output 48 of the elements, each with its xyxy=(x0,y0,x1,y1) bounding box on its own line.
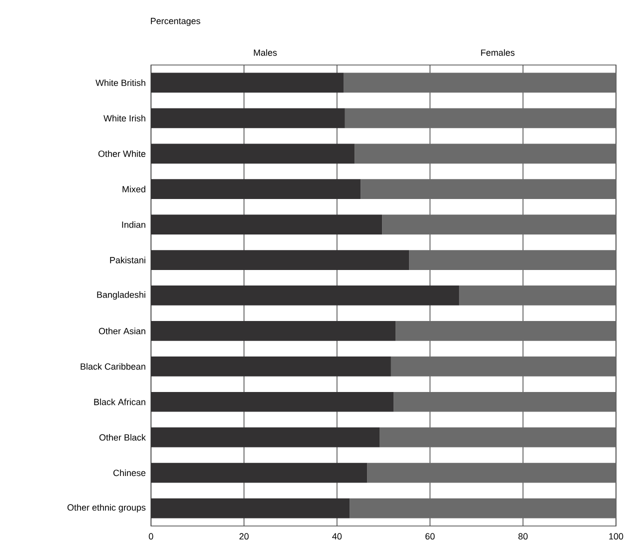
bar xyxy=(151,250,410,270)
y-tick-label: Indian xyxy=(122,221,146,228)
bar xyxy=(151,427,380,448)
bar xyxy=(151,498,350,518)
bar xyxy=(151,179,361,200)
bar xyxy=(151,72,344,93)
bar xyxy=(151,214,382,234)
bar xyxy=(396,321,616,341)
y-tick-label: Other ethnic groups xyxy=(68,504,146,512)
bar xyxy=(151,462,368,483)
x-tick-label: 20 xyxy=(239,533,249,540)
y-tick-label: Other Black xyxy=(99,434,146,441)
bar xyxy=(382,214,616,234)
series-label: Females xyxy=(481,49,515,56)
bar xyxy=(350,498,616,518)
y-tick-label: White British xyxy=(96,79,146,86)
x-tick-label: 80 xyxy=(518,533,528,540)
bar xyxy=(390,356,616,376)
bar xyxy=(360,179,616,200)
bar xyxy=(151,144,355,164)
y-tick-label: Black African xyxy=(94,398,146,406)
bar xyxy=(394,392,616,412)
x-tick-label: 40 xyxy=(332,533,342,540)
y-tick-label: Black Caribbean xyxy=(80,363,146,370)
bar xyxy=(151,286,460,306)
bar xyxy=(151,356,391,376)
y-tick-label: Pakistani xyxy=(110,256,146,264)
bar xyxy=(354,144,616,164)
bar xyxy=(344,108,616,128)
y-tick-label: Mixed xyxy=(122,186,146,192)
bar xyxy=(380,427,616,448)
bar xyxy=(151,108,345,128)
bar xyxy=(344,72,616,93)
bar xyxy=(367,462,616,483)
y-tick-label: Other Asian xyxy=(98,328,146,334)
series-label: Males xyxy=(254,49,277,56)
x-tick-label: 100 xyxy=(609,533,624,540)
bar xyxy=(409,250,616,270)
x-tick-label: 60 xyxy=(425,533,435,540)
bar xyxy=(459,286,616,306)
bar xyxy=(151,321,396,341)
y-tick-label: White Irish xyxy=(104,114,146,122)
y-tick-label: Chinese xyxy=(113,470,146,476)
bar xyxy=(151,392,394,412)
x-tick-label: 0 xyxy=(148,533,154,540)
y-tick-label: Other White xyxy=(98,150,146,157)
y-tick-label: Bangladeshi xyxy=(97,291,146,300)
x-axis-title: Percentages xyxy=(150,18,200,26)
